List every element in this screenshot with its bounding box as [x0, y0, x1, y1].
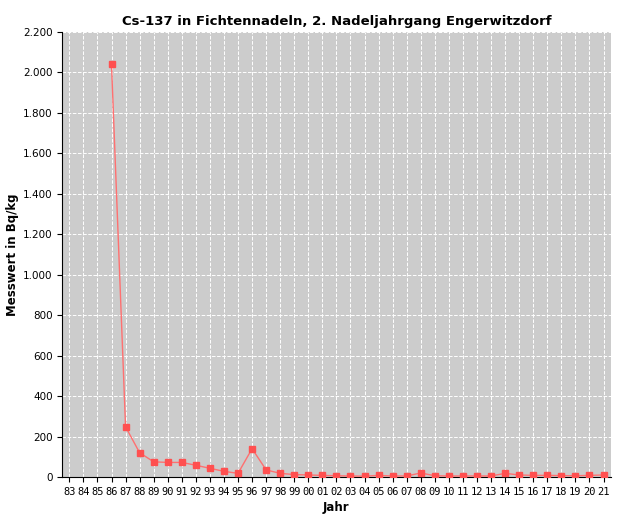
- X-axis label: Jahr: Jahr: [323, 501, 350, 514]
- Title: Cs-137 in Fichtennadeln, 2. Nadeljahrgang Engerwitzdorf: Cs-137 in Fichtennadeln, 2. Nadeljahrgan…: [121, 15, 551, 28]
- Y-axis label: Messwert in Bq/kg: Messwert in Bq/kg: [6, 193, 19, 316]
